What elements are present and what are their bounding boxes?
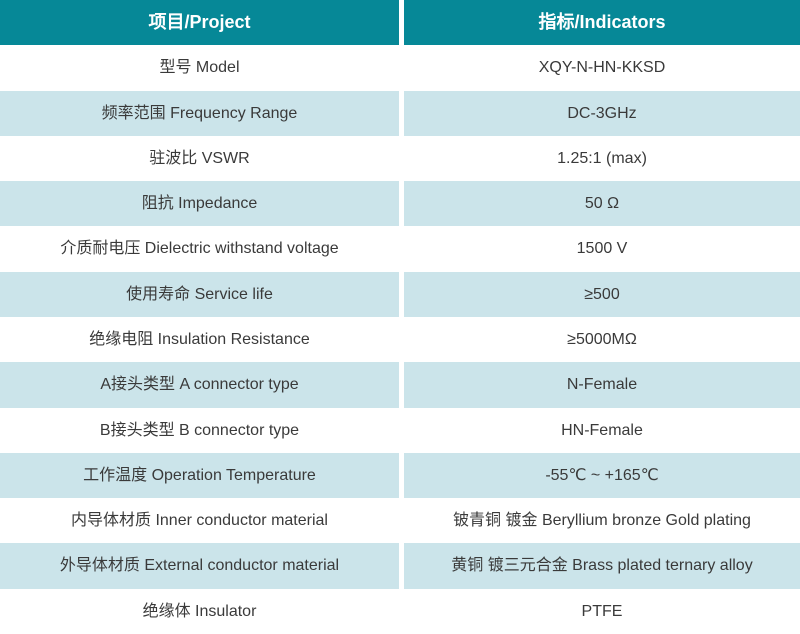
- header-project: 项目/Project: [0, 0, 399, 46]
- project-cell: 外导体材质 External conductor material: [0, 543, 399, 589]
- indicator-cell: PTFE: [404, 588, 800, 634]
- table-row: 内导体材质 Inner conductor material 铍青铜 镀金 Ber…: [0, 498, 800, 544]
- table-row: 工作温度 Operation Temperature -55℃ ~ +165℃: [0, 452, 800, 499]
- indicator-cell: 1500 V: [404, 226, 800, 272]
- indicator-cell: N-Female: [404, 362, 800, 408]
- table-row: 型号 Model XQY-N-HN-KKSD: [0, 45, 800, 91]
- project-cell: 型号 Model: [0, 45, 399, 91]
- table-row: 绝缘电阻 Insulation Resistance ≥5000MΩ: [0, 316, 800, 363]
- table-row: 外导体材质 External conductor material 黄铜 镀三元合…: [0, 543, 800, 589]
- column-divider: [399, 543, 404, 589]
- column-divider: [399, 498, 404, 544]
- table-row: 驻波比 VSWR 1.25:1 (max): [0, 135, 800, 182]
- column-divider: [399, 226, 404, 272]
- project-cell: A接头类型 A connector type: [0, 362, 399, 408]
- indicator-cell: DC-3GHz: [404, 90, 800, 136]
- project-cell: 阻抗 Impedance: [0, 181, 399, 227]
- column-divider: [399, 271, 404, 317]
- indicator-cell: ≥500: [404, 271, 800, 317]
- indicator-cell: 铍青铜 镀金 Beryllium bronze Gold plating: [404, 498, 800, 544]
- indicator-cell: ≥5000MΩ: [404, 316, 800, 363]
- column-divider: [399, 90, 404, 136]
- table-header-row: 项目/Project 指标/Indicators: [0, 0, 800, 46]
- indicator-cell: XQY-N-HN-KKSD: [404, 45, 800, 91]
- project-cell: 频率范围 Frequency Range: [0, 90, 399, 136]
- table-row: 使用寿命 Service life ≥500: [0, 271, 800, 317]
- project-cell: 使用寿命 Service life: [0, 271, 399, 317]
- column-divider: [399, 45, 404, 91]
- column-divider: [399, 588, 404, 634]
- indicator-cell: 50 Ω: [404, 181, 800, 227]
- indicator-cell: -55℃ ~ +165℃: [404, 452, 800, 499]
- column-divider: [399, 0, 404, 46]
- project-cell: 绝缘电阻 Insulation Resistance: [0, 316, 399, 363]
- table-row: B接头类型 B connector type HN-Female: [0, 407, 800, 453]
- table-row: 频率范围 Frequency Range DC-3GHz: [0, 90, 800, 136]
- indicator-cell: HN-Female: [404, 407, 800, 453]
- project-cell: 内导体材质 Inner conductor material: [0, 498, 399, 544]
- header-indicators: 指标/Indicators: [404, 0, 800, 46]
- indicator-cell: 1.25:1 (max): [404, 135, 800, 182]
- column-divider: [399, 135, 404, 182]
- project-cell: 绝缘体 Insulator: [0, 588, 399, 634]
- table-row: 介质耐电压 Dielectric withstand voltage 1500 V: [0, 226, 800, 272]
- column-divider: [399, 452, 404, 499]
- column-divider: [399, 316, 404, 363]
- table-row: A接头类型 A connector type N-Female: [0, 362, 800, 408]
- project-cell: 工作温度 Operation Temperature: [0, 452, 399, 499]
- project-cell: 驻波比 VSWR: [0, 135, 399, 182]
- column-divider: [399, 181, 404, 227]
- table-row: 阻抗 Impedance 50 Ω: [0, 181, 800, 227]
- column-divider: [399, 407, 404, 453]
- project-cell: 介质耐电压 Dielectric withstand voltage: [0, 226, 399, 272]
- indicator-cell: 黄铜 镀三元合金 Brass plated ternary alloy: [404, 543, 800, 589]
- project-cell: B接头类型 B connector type: [0, 407, 399, 453]
- column-divider: [399, 362, 404, 408]
- table-row: 绝缘体 Insulator PTFE: [0, 588, 800, 634]
